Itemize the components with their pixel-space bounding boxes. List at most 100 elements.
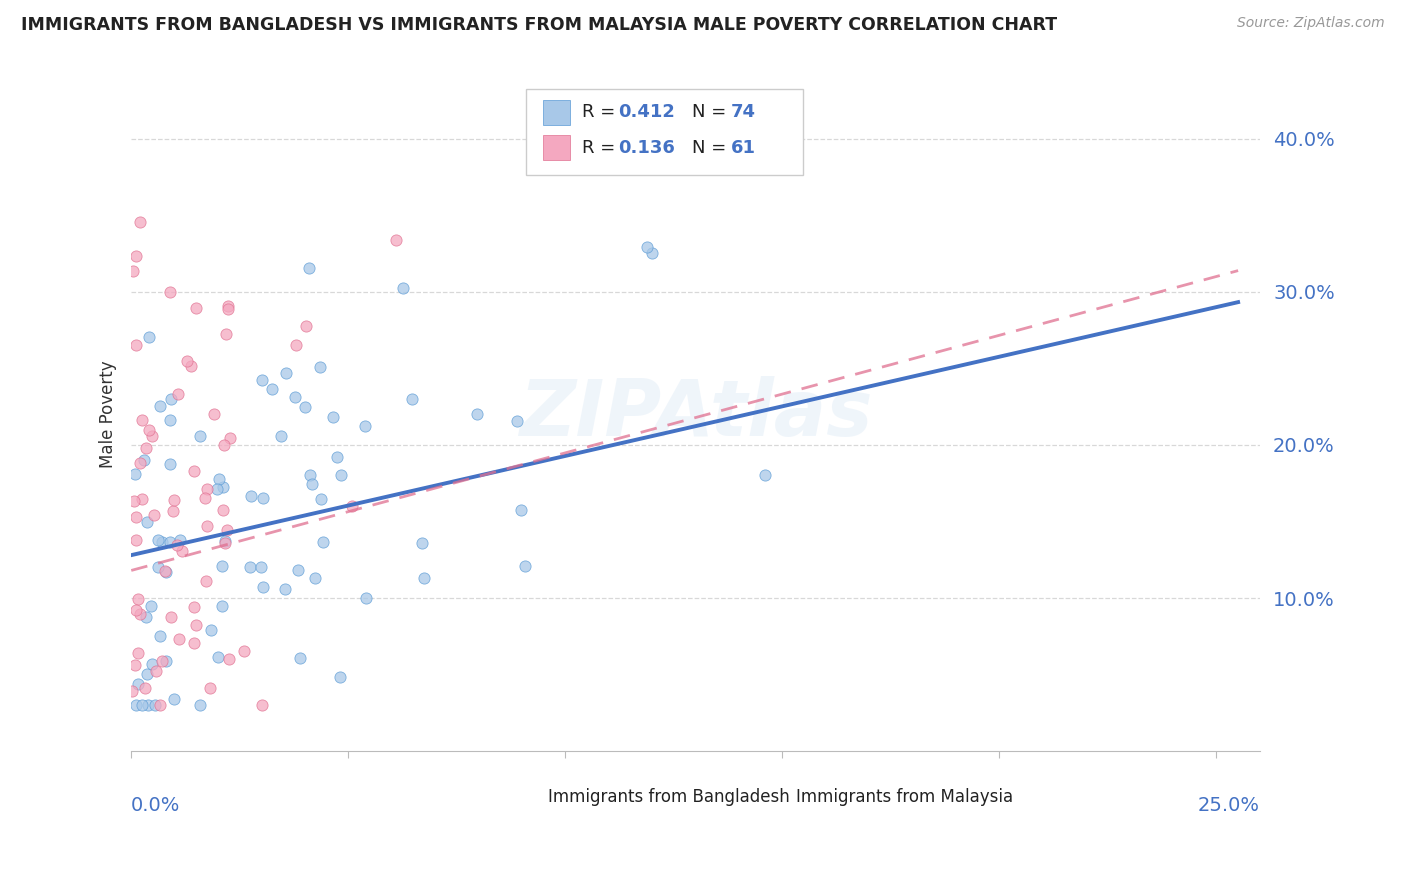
- Point: [211, 599, 233, 613]
- Point: [212, 479, 235, 493]
- Point: [188, 698, 211, 712]
- Point: [195, 483, 218, 497]
- Point: [150, 535, 173, 549]
- Point: [412, 571, 434, 585]
- Bar: [543, 100, 571, 125]
- Point: [233, 644, 256, 658]
- Point: [159, 457, 181, 471]
- Point: [125, 533, 148, 547]
- Point: [163, 692, 186, 706]
- Point: [509, 503, 531, 517]
- Point: [392, 281, 415, 295]
- Point: [121, 264, 143, 278]
- Point: [252, 491, 274, 505]
- Point: [325, 450, 347, 465]
- Y-axis label: Male Poverty: Male Poverty: [100, 360, 117, 468]
- Point: [135, 441, 157, 455]
- Point: [127, 676, 149, 690]
- Point: [153, 564, 176, 578]
- Point: [301, 477, 323, 491]
- Point: [239, 560, 262, 574]
- Point: [270, 428, 292, 442]
- Point: [131, 413, 153, 427]
- Point: [252, 580, 274, 594]
- FancyBboxPatch shape: [526, 89, 803, 175]
- Text: 0.136: 0.136: [617, 138, 675, 156]
- Text: 0.412: 0.412: [617, 103, 675, 121]
- Point: [121, 684, 143, 698]
- Point: [276, 366, 298, 380]
- Point: [145, 698, 167, 713]
- Point: [127, 647, 149, 661]
- Point: [138, 698, 160, 713]
- Bar: [543, 135, 571, 161]
- Point: [262, 382, 284, 396]
- Point: [304, 571, 326, 585]
- Point: [141, 657, 163, 672]
- Point: [138, 423, 160, 437]
- Point: [141, 599, 163, 613]
- Text: Immigrants from Bangladesh: Immigrants from Bangladesh: [548, 788, 789, 806]
- Point: [134, 681, 156, 695]
- Point: [218, 652, 240, 666]
- Text: R =: R =: [582, 103, 620, 121]
- Point: [274, 582, 297, 597]
- Text: IMMIGRANTS FROM BANGLADESH VS IMMIGRANTS FROM MALAYSIA MALE POVERTY CORRELATION : IMMIGRANTS FROM BANGLADESH VS IMMIGRANTS…: [21, 16, 1057, 34]
- Bar: [758, 786, 785, 807]
- Point: [159, 610, 181, 624]
- Point: [207, 472, 229, 486]
- Point: [215, 523, 238, 537]
- Point: [641, 246, 664, 260]
- Point: [240, 489, 263, 503]
- Point: [217, 299, 239, 313]
- Point: [135, 609, 157, 624]
- Point: [183, 636, 205, 650]
- Text: 61: 61: [731, 138, 755, 156]
- Point: [195, 518, 218, 533]
- Point: [163, 493, 186, 508]
- Point: [155, 565, 177, 579]
- Point: [322, 409, 344, 424]
- Point: [145, 664, 167, 678]
- Point: [506, 414, 529, 428]
- Point: [136, 515, 159, 529]
- Point: [125, 509, 148, 524]
- Point: [125, 603, 148, 617]
- Point: [148, 533, 170, 547]
- Point: [290, 651, 312, 665]
- Point: [150, 654, 173, 668]
- Point: [125, 337, 148, 351]
- Point: [142, 508, 165, 522]
- Point: [138, 329, 160, 343]
- Text: R =: R =: [582, 138, 620, 156]
- Point: [515, 559, 537, 574]
- Point: [195, 574, 218, 588]
- Point: [200, 623, 222, 637]
- Point: [217, 302, 239, 317]
- Point: [146, 560, 169, 574]
- Point: [124, 467, 146, 482]
- Point: [149, 629, 172, 643]
- Bar: [509, 786, 537, 807]
- Point: [250, 560, 273, 574]
- Point: [207, 649, 229, 664]
- Point: [636, 240, 658, 254]
- Point: [340, 500, 363, 514]
- Point: [166, 538, 188, 552]
- Point: [295, 318, 318, 333]
- Point: [159, 412, 181, 426]
- Point: [136, 667, 159, 681]
- Point: [131, 491, 153, 506]
- Text: ZIPAtlas: ZIPAtlas: [519, 376, 872, 452]
- Point: [298, 261, 321, 276]
- Point: [122, 494, 145, 508]
- Point: [159, 285, 181, 300]
- Point: [285, 337, 308, 351]
- Point: [309, 491, 332, 506]
- Text: 25.0%: 25.0%: [1198, 796, 1260, 814]
- Point: [211, 558, 233, 573]
- Point: [183, 464, 205, 478]
- Point: [329, 669, 352, 683]
- Point: [465, 407, 488, 421]
- Point: [124, 657, 146, 672]
